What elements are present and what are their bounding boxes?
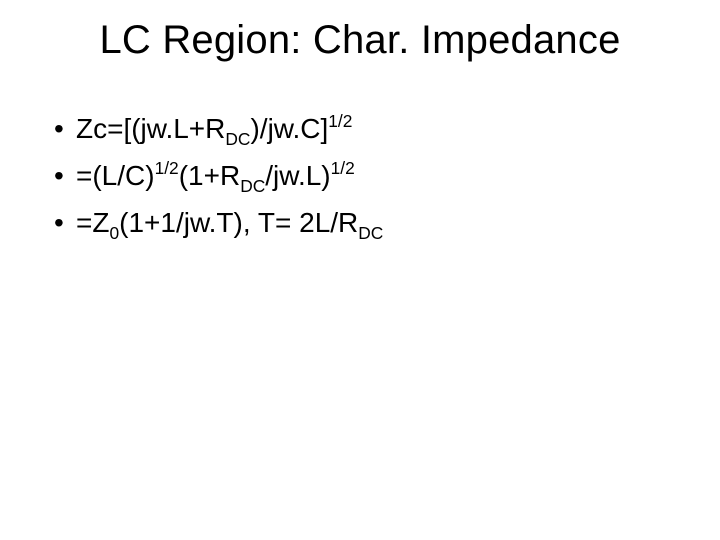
slide-body: • Zc=[(jw.L+RDC)/jw.C]1/2 • =(L/C)1/2(1+… [54, 110, 674, 251]
equation-2: =(L/C)1/2(1+RDC/jw.L)1/2 [76, 157, 355, 198]
eq-sub: DC [240, 176, 265, 196]
bullet-item: • =(L/C)1/2(1+RDC/jw.L)1/2 [54, 157, 674, 198]
slide: LC Region: Char. Impedance • Zc=[(jw.L+R… [0, 0, 720, 540]
eq-sub: DC [225, 129, 250, 149]
equation-3: =Z0(1+1/jw.T), T= 2L/RDC [76, 204, 383, 245]
eq-sub: 0 [109, 223, 119, 243]
bullet-marker-icon: • [54, 110, 76, 148]
eq-text: =Z [76, 207, 109, 238]
eq-text: /jw.L) [265, 160, 330, 191]
slide-title: LC Region: Char. Impedance [0, 18, 720, 63]
eq-text: =(L/C) [76, 160, 155, 191]
eq-sup: 1/2 [331, 158, 355, 178]
eq-text: Zc=[(jw.L+R [76, 113, 225, 144]
eq-sup: 1/2 [328, 111, 352, 131]
eq-text: (1+R [179, 160, 240, 191]
bullet-item: • =Z0(1+1/jw.T), T= 2L/RDC [54, 204, 674, 245]
eq-text: )/jw.C] [250, 113, 328, 144]
bullet-item: • Zc=[(jw.L+RDC)/jw.C]1/2 [54, 110, 674, 151]
bullet-marker-icon: • [54, 204, 76, 242]
equation-1: Zc=[(jw.L+RDC)/jw.C]1/2 [76, 110, 352, 151]
bullet-marker-icon: • [54, 157, 76, 195]
eq-text: (1+1/jw.T), T= 2L/R [119, 207, 358, 238]
eq-sub: DC [358, 223, 383, 243]
eq-sup: 1/2 [155, 158, 179, 178]
